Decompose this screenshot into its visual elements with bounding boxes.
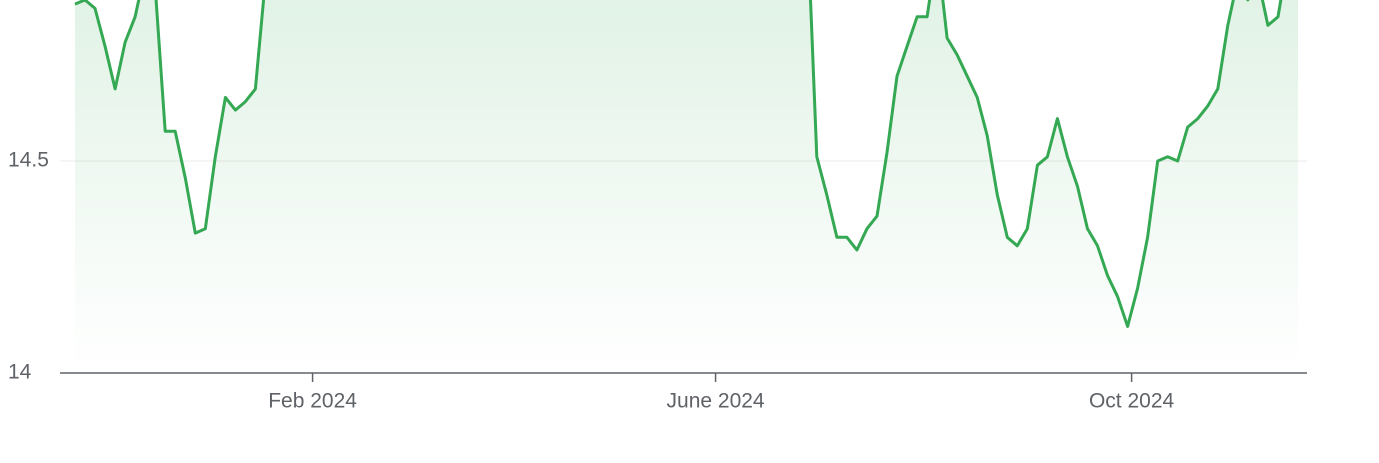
price-line bbox=[74, 0, 1283, 328]
y-tick-label: 14 bbox=[8, 361, 32, 384]
area bbox=[75, 0, 1298, 373]
x-tick-label: June 2024 bbox=[667, 390, 765, 413]
y-tick-label: 14.5 bbox=[8, 149, 49, 172]
x-tick-label: Feb 2024 bbox=[268, 390, 357, 413]
x-tick-label: Oct 2024 bbox=[1089, 390, 1175, 413]
